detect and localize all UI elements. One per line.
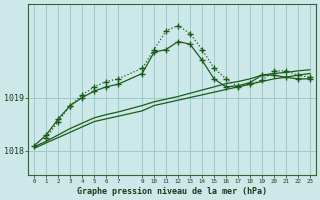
X-axis label: Graphe pression niveau de la mer (hPa): Graphe pression niveau de la mer (hPa)	[77, 187, 267, 196]
